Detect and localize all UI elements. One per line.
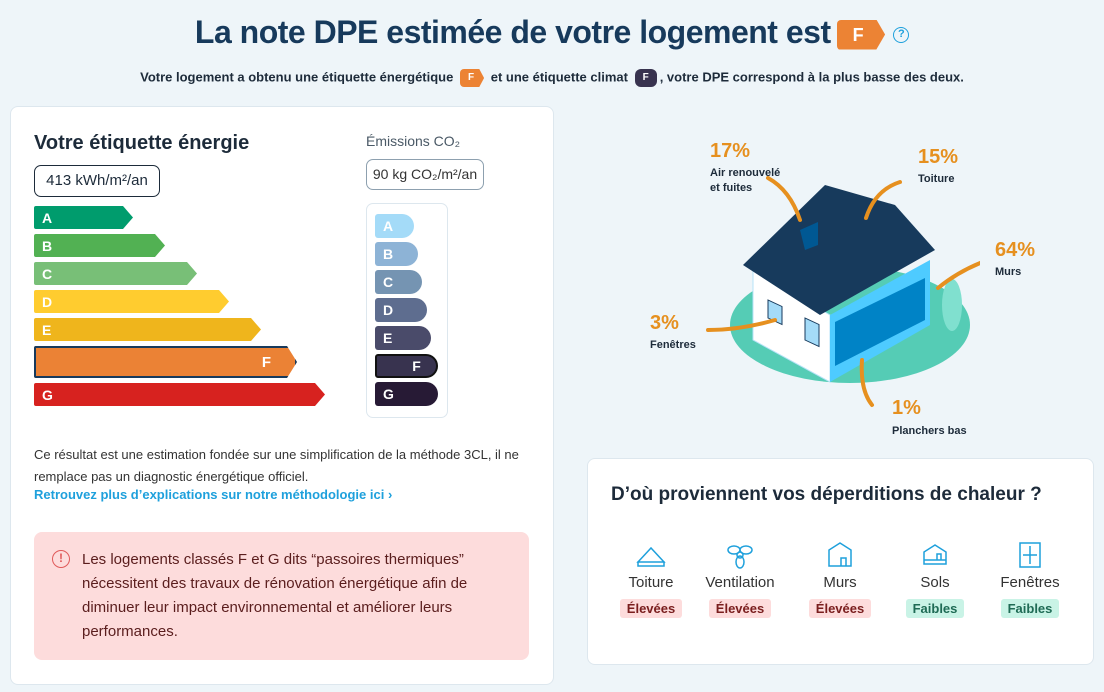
source-name: Fenêtres	[1000, 574, 1060, 591]
loss-percent: 1%	[892, 397, 921, 419]
subtitle-text: , votre DPE correspond à la plus basse d…	[659, 69, 964, 85]
subtitle: Votre logement a obtenu une étiquette én…	[0, 69, 1104, 87]
source-item-sols: Sols Faibles	[885, 540, 985, 618]
energy-class-c: C	[34, 262, 197, 285]
window-icon	[980, 540, 1080, 570]
loss-percent: 15%	[918, 146, 959, 168]
loss-level-badge: Élevées	[619, 599, 683, 618]
loss-percent: 17%	[710, 140, 751, 162]
climate-class-g: G	[375, 382, 438, 406]
loss-percent: 3%	[650, 312, 679, 334]
loss-label: Air renouvelé et fuites	[710, 167, 781, 194]
exclamation-circle-icon: !	[52, 550, 70, 568]
heat-loss-title: D’où proviennent vos déperditions de cha…	[611, 484, 1042, 505]
loss-level-badge: Faibles	[1000, 599, 1060, 618]
climate-grade-badge: F	[634, 69, 657, 87]
roof-icon	[601, 540, 701, 570]
source-name: Sols	[920, 574, 950, 591]
loss-level-badge: Faibles	[905, 599, 965, 618]
climate-class-f: F	[375, 354, 438, 378]
energy-value: 413 kWh/m²/an	[34, 165, 160, 197]
subtitle-text: Votre logement a obtenu une étiquette én…	[140, 69, 454, 85]
energy-grade-badge: F	[459, 69, 485, 87]
energy-class-b: B	[34, 234, 165, 257]
source-item-fenêtres: Fenêtres Faibles	[980, 540, 1080, 618]
house-illustration	[706, 176, 980, 407]
loss-label: Planchers bas	[892, 425, 967, 437]
loss-label: Murs	[995, 266, 1022, 278]
source-item-murs: Murs Élevées	[790, 540, 890, 618]
climate-class-a: A	[375, 214, 414, 238]
source-item-toiture: Toiture Élevées	[601, 540, 701, 618]
energy-class-g: G	[34, 383, 325, 406]
dpe-grade-badge: F	[836, 19, 886, 50]
climate-class-e: E	[375, 326, 431, 350]
energy-class-e: E	[34, 318, 261, 341]
page-title: La note DPE estimée de votre logement es…	[0, 14, 1104, 51]
climate-class-d: D	[375, 298, 427, 322]
question-circle-icon[interactable]: ?	[893, 26, 910, 43]
source-item-ventilation: Ventilation Élevées	[690, 540, 790, 618]
energy-label-title: Votre étiquette énergie	[34, 132, 250, 154]
loss-level-badge: Élevées	[808, 599, 872, 618]
loss-label: Toiture	[918, 173, 955, 185]
loss-level-badge: Élevées	[708, 599, 772, 618]
source-name: Murs	[823, 574, 857, 591]
source-name: Ventilation	[705, 574, 775, 591]
climate-class-b: B	[375, 242, 418, 266]
energy-class-f: F	[34, 346, 297, 378]
co2-value: 90 kg CO₂/m²/an	[366, 159, 484, 190]
fan-icon	[690, 540, 790, 570]
house-floor-icon	[885, 540, 985, 570]
house-walls-icon	[790, 540, 890, 570]
climate-scale	[366, 203, 448, 418]
alert-text: Les logements classés F et G dits “passo…	[82, 551, 468, 640]
climate-class-c: C	[375, 270, 422, 294]
disclaimer-text: Ce résultat est une estimation fondée su…	[34, 447, 519, 484]
title-text: La note DPE estimée de votre logement es…	[194, 14, 831, 50]
source-name: Toiture	[628, 574, 674, 591]
co2-title: Émissions CO₂	[366, 133, 461, 149]
loss-percent: 64%	[995, 239, 1036, 261]
energy-class-d: D	[34, 290, 229, 313]
methodology-link[interactable]: Retrouvez plus d’explications sur notre …	[34, 487, 393, 502]
thermal-sieve-alert: ! Les logements classés F et G dits “pass…	[34, 532, 529, 660]
subtitle-text: et une étiquette climat	[490, 69, 628, 85]
energy-class-a: A	[34, 206, 133, 229]
loss-label: Fenêtres	[650, 339, 696, 351]
